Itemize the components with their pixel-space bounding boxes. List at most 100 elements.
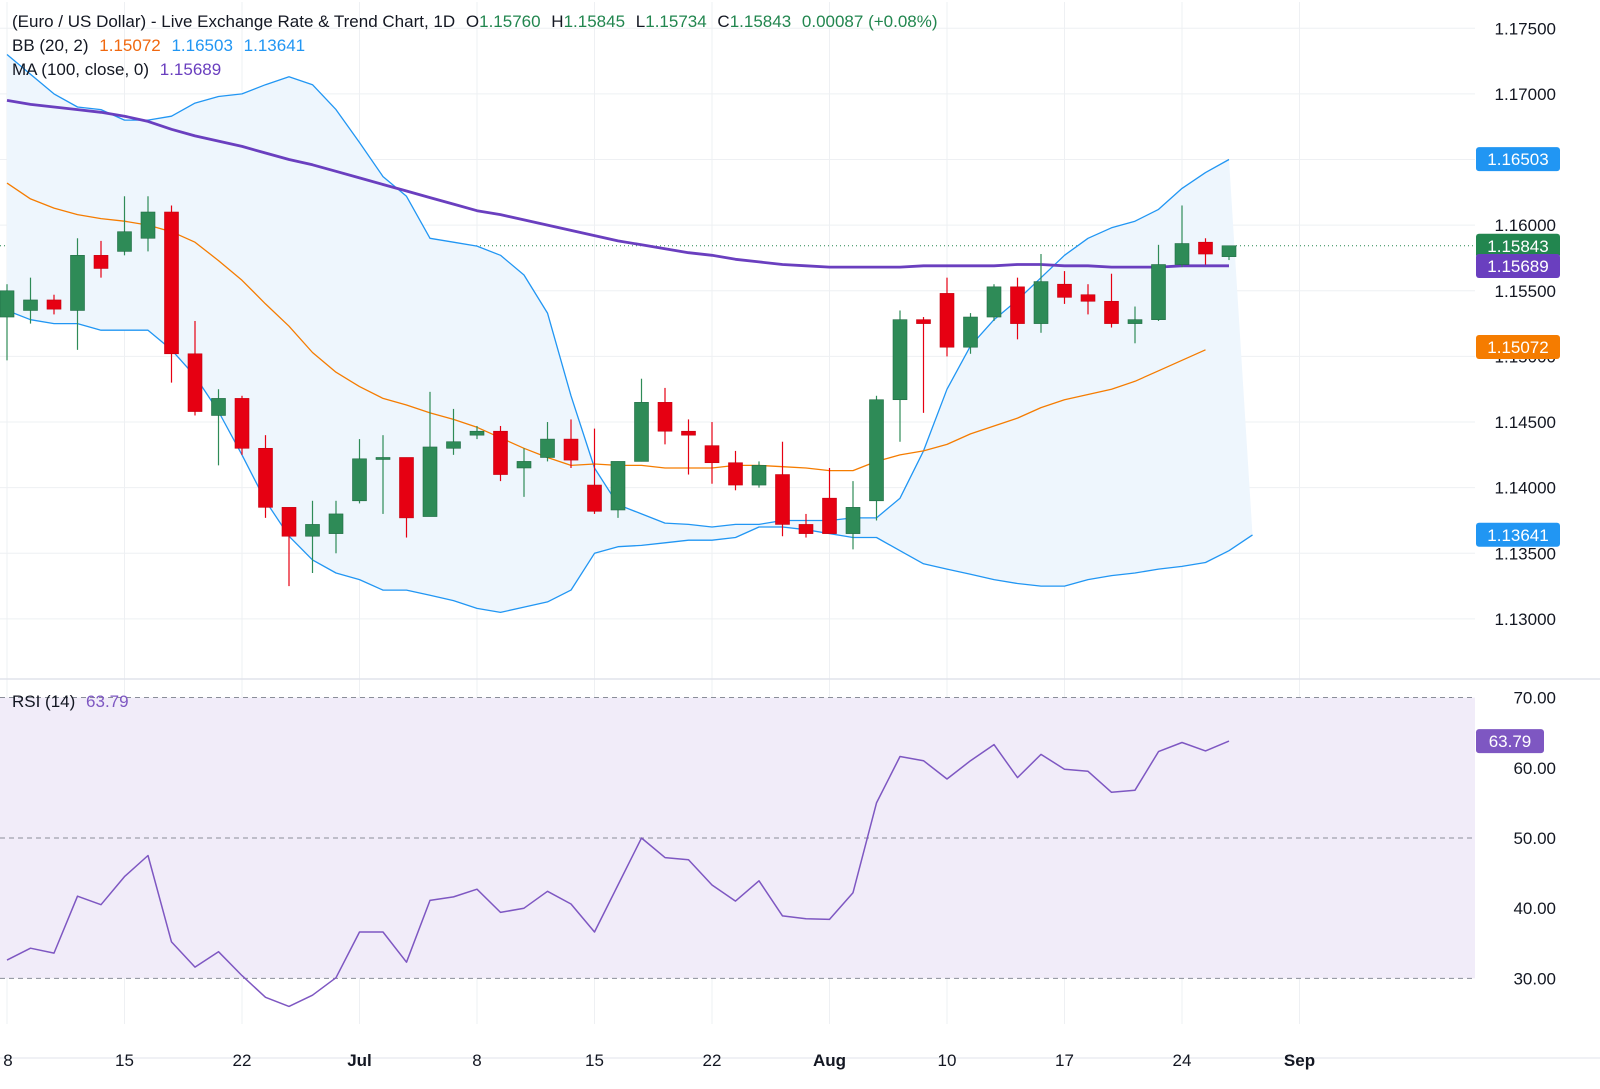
bb-upper-value: 1.16503 — [171, 36, 233, 55]
candle-body — [352, 458, 367, 502]
price-tick-label: 1.13000 — [1495, 610, 1556, 629]
price-tick-label: 1.14500 — [1495, 413, 1556, 432]
candle-body — [681, 430, 696, 436]
ohlc-low: L1.15734 — [635, 12, 707, 31]
candle-body — [798, 524, 814, 534]
candle-body — [328, 513, 344, 534]
rsi-label: RSI (14) — [12, 692, 76, 711]
candle-body — [563, 438, 579, 461]
candle-body — [1057, 283, 1072, 298]
candle-body — [751, 465, 767, 486]
candle-body — [399, 457, 414, 519]
price-tick-label: 1.13500 — [1495, 544, 1556, 563]
candle-body — [916, 319, 931, 324]
time-axis: 8 15 22 Jul 8 15 22 Aug 10 17 24 Sep — [3, 1051, 1315, 1070]
candle-body — [211, 398, 226, 416]
price-tick-label: 1.17500 — [1495, 19, 1556, 38]
symbol-title: (Euro / US Dollar) - Live Exchange Rate … — [12, 12, 456, 31]
ohlc-close: C1.15843 — [717, 12, 792, 31]
candle-body — [187, 353, 203, 412]
candle-body — [845, 507, 861, 534]
candle-body — [422, 446, 438, 517]
candle-body — [1127, 319, 1143, 324]
time-tick-label: 15 — [585, 1051, 604, 1070]
candle-body — [728, 462, 743, 486]
candle-body — [822, 497, 837, 534]
moving-average — [6, 99, 1229, 269]
ma-value: 1.15689 — [159, 60, 222, 79]
candle-body — [46, 299, 62, 310]
time-tick-label: 22 — [703, 1051, 722, 1070]
price-tick-label: 1.15500 — [1495, 282, 1556, 301]
candle-body — [657, 402, 673, 432]
candle-body — [1221, 245, 1237, 257]
candle-body — [493, 430, 508, 475]
rsi-tick-label: 40.00 — [1513, 899, 1556, 918]
candle-body — [610, 461, 626, 511]
price-tick-label: 1.17000 — [1495, 85, 1556, 104]
candle-body — [1080, 294, 1096, 302]
symbol-legend: (Euro / US Dollar) - Live Exchange Rate … — [12, 12, 944, 32]
candle-body — [258, 447, 273, 508]
grid-lines — [0, 2, 1600, 1059]
rsi-tick-label: 30.00 — [1513, 969, 1556, 988]
candle-body — [986, 286, 1002, 318]
candle-body — [587, 484, 602, 512]
ma-line — [6, 99, 1229, 269]
candle-body — [869, 399, 884, 502]
candle-body — [939, 293, 955, 348]
price-tag — [1476, 233, 1560, 258]
bb-basis-line — [6, 182, 1206, 472]
candle-body — [281, 507, 297, 537]
price-tag — [1476, 147, 1560, 172]
rsi-legend[interactable]: RSI (14) 63.79 — [12, 692, 135, 712]
candle-body — [516, 461, 532, 469]
price-tag-label: 1.16503 — [1487, 150, 1548, 169]
candle-body — [963, 316, 978, 348]
time-tick-label: Jul — [347, 1051, 372, 1070]
rsi-line — [6, 740, 1230, 1008]
time-tick-label: 22 — [233, 1051, 252, 1070]
price-tag-label: 1.13641 — [1487, 526, 1548, 545]
candle-body — [117, 231, 132, 252]
candle-body — [1198, 241, 1213, 255]
price-tag-label: 1.15072 — [1487, 338, 1548, 357]
price-tick-label: 1.14000 — [1495, 479, 1556, 498]
candle-body — [446, 441, 461, 449]
bb-band-fill — [7, 54, 1253, 613]
candle-body — [0, 290, 15, 318]
bb-legend[interactable]: BB (20, 2) 1.15072 1.16503 1.13641 — [12, 36, 311, 56]
candle-body — [1151, 264, 1166, 320]
bb-lower-value: 1.13641 — [243, 36, 306, 55]
candle-body — [1033, 281, 1049, 324]
time-tick-label: 8 — [3, 1051, 12, 1070]
rsi-pane: 70.00 60.00 50.00 40.00 30.00 63.79 — [0, 689, 1556, 1008]
candle-body — [634, 402, 649, 462]
price-tick-label: 1.16000 — [1495, 216, 1556, 235]
candle-body — [540, 438, 555, 458]
rsi-value-tag — [1476, 729, 1544, 754]
rsi-tick-label: 50.00 — [1513, 829, 1556, 848]
candle-body — [469, 430, 485, 436]
candle-body — [1010, 286, 1025, 324]
rsi-value-tag-label: 63.79 — [1489, 732, 1532, 751]
time-tick-label: Aug — [813, 1051, 846, 1070]
candlesticks — [0, 196, 1237, 587]
time-tick-label: 15 — [115, 1051, 134, 1070]
time-tick-label: 24 — [1173, 1051, 1192, 1070]
price-tag — [1476, 253, 1560, 278]
rsi-value: 63.79 — [86, 692, 129, 711]
candle-body — [140, 211, 156, 239]
time-tick-label: 17 — [1055, 1051, 1074, 1070]
rsi-tick-label: 70.00 — [1513, 689, 1556, 708]
candle-body — [164, 211, 179, 355]
ma-legend[interactable]: MA (100, close, 0) 1.15689 — [12, 60, 227, 80]
time-tick-label: 10 — [938, 1051, 957, 1070]
price-change: 0.00087 (+0.08%) — [801, 12, 938, 31]
candle-body — [775, 474, 790, 525]
price-tag — [1476, 334, 1560, 359]
candle-body — [892, 319, 908, 401]
ma-label: MA (100, close, 0) — [12, 60, 150, 79]
